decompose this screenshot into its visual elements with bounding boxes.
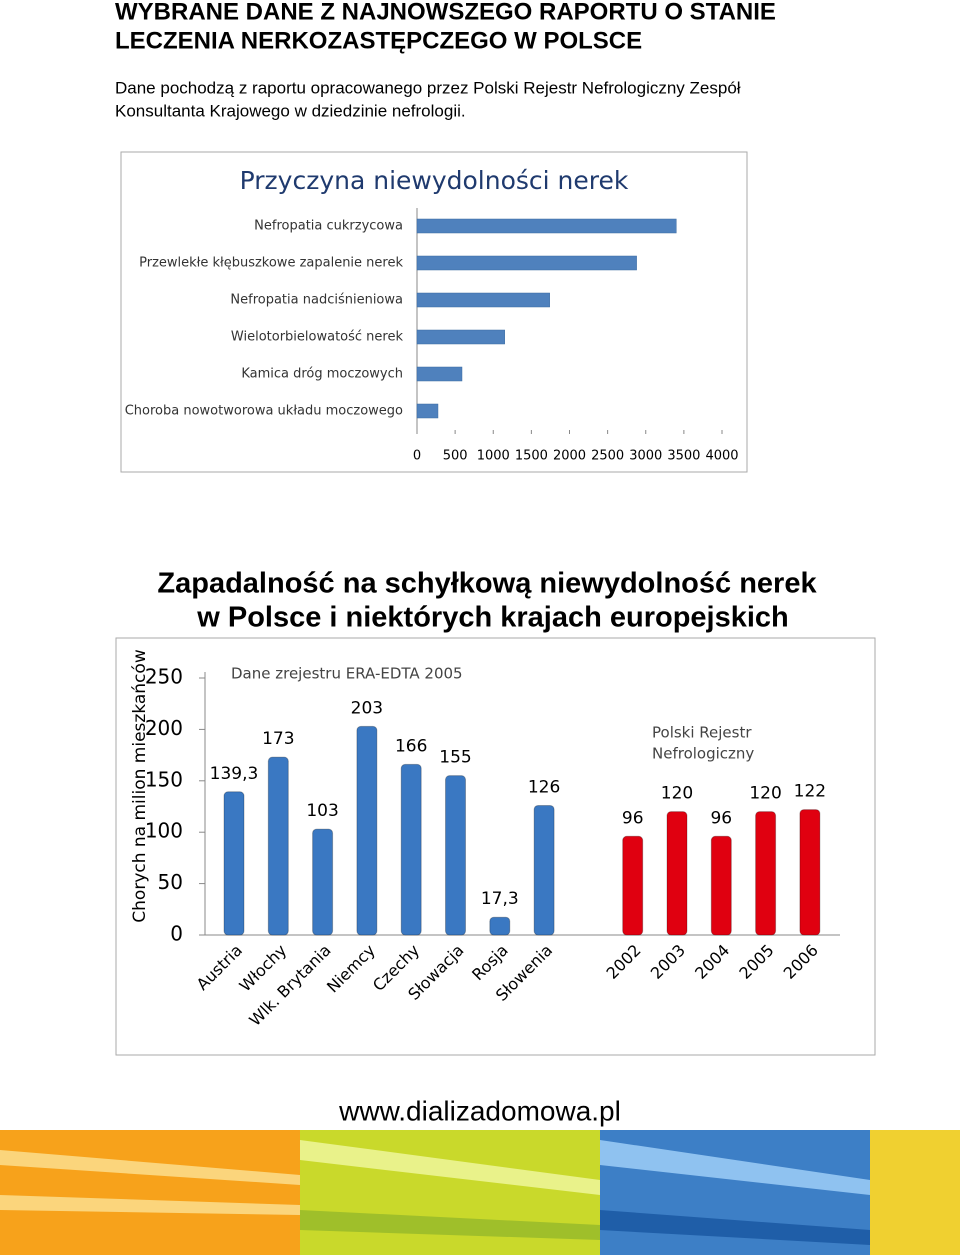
bar bbox=[799, 809, 821, 936]
chart: Przyczyna niewydolności nerek 0 500 1000 15… bbox=[125, 166, 739, 464]
data-label: 155 bbox=[439, 748, 471, 768]
data-label: 103 bbox=[306, 801, 338, 821]
data-label: 96 bbox=[622, 808, 644, 828]
stripe bbox=[300, 1210, 600, 1240]
bar bbox=[416, 292, 550, 308]
data-label: 120 bbox=[749, 784, 781, 804]
bar bbox=[755, 811, 777, 936]
title: WYBRANE DANE Z NAJNOWSZEGO RAPORTU O STA… bbox=[115, 0, 776, 25]
annotation: Dane zrejestru ERA-EDTA 2005 bbox=[231, 665, 463, 683]
bar bbox=[223, 791, 245, 936]
bar bbox=[622, 835, 644, 936]
bar bbox=[267, 756, 289, 936]
stripe bbox=[0, 1150, 300, 1185]
bar bbox=[416, 255, 637, 271]
bar bbox=[400, 763, 422, 936]
bar bbox=[416, 329, 505, 345]
x-tick-label: 3500 bbox=[667, 449, 700, 464]
data-label: 203 bbox=[351, 698, 383, 718]
x-tick-label: 2000 bbox=[553, 449, 586, 464]
chart-title: w Polsce i niektórych krajach europejski… bbox=[196, 602, 789, 634]
bar bbox=[666, 811, 688, 936]
y-tick-label: 0 bbox=[170, 922, 183, 946]
y-tick-label: Choroba nowotworowa układu moczowego bbox=[125, 404, 403, 419]
bar bbox=[489, 916, 511, 936]
stripe bbox=[870, 1130, 960, 1255]
stripe bbox=[0, 1195, 300, 1215]
intro: Konsultanta Krajowego w dziedzinie nefro… bbox=[115, 101, 466, 120]
bar bbox=[416, 403, 439, 419]
y-axis-label: Chorych na milion mieszkańców bbox=[130, 649, 150, 923]
y-tick-label: Kamica dróg moczowych bbox=[241, 367, 403, 382]
stripe bbox=[600, 1210, 870, 1245]
footer-decoration bbox=[0, 1130, 960, 1255]
data-label: 122 bbox=[794, 782, 826, 802]
annotation: Nefrologiczny bbox=[652, 745, 754, 763]
x-tick-label: 1000 bbox=[477, 449, 510, 464]
stripe bbox=[0, 1130, 300, 1255]
bar bbox=[445, 775, 466, 936]
bar bbox=[533, 804, 555, 936]
bar bbox=[312, 828, 334, 936]
chart-title: Przyczyna niewydolności nerek bbox=[240, 166, 629, 195]
bar bbox=[710, 835, 732, 936]
y-tick-label: Nefropatia cukrzycowa bbox=[254, 219, 403, 234]
y-tick-label: 250 bbox=[145, 665, 183, 689]
x-tick-label: 500 bbox=[443, 449, 468, 464]
y-tick-label: 200 bbox=[145, 716, 183, 740]
bar bbox=[416, 218, 677, 234]
intro: Dane pochodzą z raportu opracowanego prz… bbox=[115, 78, 741, 97]
y-tick-label: 150 bbox=[145, 767, 183, 791]
bar bbox=[416, 366, 463, 382]
stripe bbox=[300, 1140, 600, 1195]
data-label: 139,3 bbox=[210, 764, 259, 784]
x-tick-label: 4000 bbox=[705, 449, 738, 464]
bar bbox=[356, 725, 378, 936]
y-tick-label: 100 bbox=[145, 819, 183, 843]
x-tick-label: 1500 bbox=[515, 449, 548, 464]
y-tick-label: Przewlekłe kłębuszkowe zapalenie nerek bbox=[139, 256, 403, 271]
data-label: 120 bbox=[661, 784, 693, 804]
stripe bbox=[600, 1140, 870, 1195]
data-label: 96 bbox=[710, 808, 732, 828]
annotation: Polski Rejestr bbox=[652, 724, 752, 742]
y-tick-label: Wielotorbielowatość nerek bbox=[231, 330, 404, 345]
y-tick-label: 50 bbox=[158, 870, 183, 894]
url: www.dializadomowa.pl bbox=[338, 1095, 621, 1126]
data-label: 17,3 bbox=[481, 889, 519, 909]
data-label: 126 bbox=[528, 777, 560, 797]
chart-frame bbox=[120, 151, 748, 473]
y-tick-label: Nefropatia nadciśnieniowa bbox=[230, 293, 403, 308]
x-tick-label: 0 bbox=[413, 449, 421, 464]
x-tick-label: 3000 bbox=[629, 449, 662, 464]
title: LECZENIA NERKOZASTĘPCZEGO W POLSCE bbox=[115, 27, 642, 54]
data-label: 173 bbox=[262, 729, 294, 749]
chart-title: Zapadalność na schyłkową niewydolność ne… bbox=[157, 568, 817, 600]
x-tick-label: 2500 bbox=[591, 449, 624, 464]
data-label: 166 bbox=[395, 736, 427, 756]
